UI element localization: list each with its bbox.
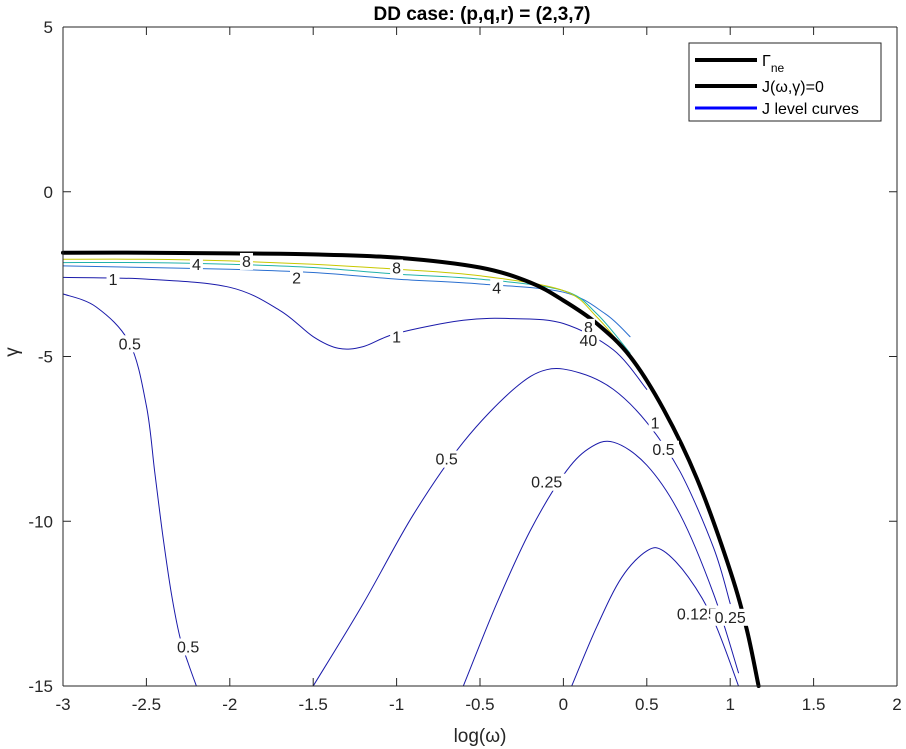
x-tick-label: -1 [389,695,404,714]
contour-label-bg [239,252,253,270]
legend-label-level-curves: J level curves [762,101,859,118]
contour-label-text: 40 [580,333,598,350]
contour-label-text: 0.5 [652,442,674,459]
contour-label-16: 0.25 [710,608,751,627]
contour-label-bg [526,473,567,491]
contour-label-bg [710,608,751,626]
axes-background [63,27,897,686]
legend-label-j-zero: J(ω,γ)=0 [762,79,824,96]
x-tick-label: -2 [222,695,237,714]
contour-label-13: 0.25 [526,473,567,492]
series-line-5 [62,258,631,357]
contour-label-text: 0.5 [177,639,199,656]
contour-label-9: 40 [577,332,600,350]
contour-label-14: 0.125 [672,605,722,624]
contour-label-text: 2 [292,270,301,287]
contour-label-12: 0.5 [647,440,679,459]
x-tick-label: -0.5 [465,695,494,714]
contour-label-text: 4 [492,280,501,297]
contour-label-text: 1 [109,272,118,289]
contour-label-8: 8 [581,318,595,337]
contour-label-bg [172,638,204,656]
contour-label-text: 0.5 [119,336,141,353]
contour-label-5: 4 [490,279,504,297]
y-ticks: 5 0 -5 -10 -15 [28,18,897,696]
y-tick-label: -10 [28,512,53,531]
x-ticks: -3 -2.5 -2 -1.5 -1 -0.5 0 0.5 1 1.5 2 [55,27,902,714]
x-tick-label: -1.5 [299,695,328,714]
contour-label-text: 4 [192,257,201,274]
contour-label-3: 2 [290,269,304,287]
contour-label-bg [390,328,404,346]
contour-label-6: 0.5 [114,335,146,353]
contour-label-bg [390,259,404,277]
contour-label-bg [490,279,504,297]
contour-label-bg [114,335,146,353]
series-line-2 [62,276,648,390]
contour-label-bg [581,318,595,336]
y-tick-label: 0 [44,183,53,202]
contour-label-bg [290,269,304,287]
contour-label-bg [672,605,722,623]
contour-label-text: 0.125 [677,607,717,624]
contour-label-4: 8 [390,259,404,278]
contour-label-1: 8 [239,252,253,271]
x-tick-label: 0 [559,695,568,714]
contour-label-text: 1 [651,415,660,432]
contour-label-text: 1 [392,330,401,347]
contour-label-7: 1 [390,328,404,347]
series-line-6 [312,368,731,687]
legend-label-gamma-ne-main: Γ [762,53,771,70]
contour-label-text: 0.25 [715,610,746,627]
contour-label-10: 0.5 [431,450,463,469]
axes-layer: -3 -2.5 -2 -1.5 -1 -0.5 0 0.5 1 1.5 2 5 0 -5 -10 -15 [28,18,901,714]
contour-label-text: 8 [392,261,401,278]
contour-label-bg [577,332,600,350]
x-tick-label: 1 [725,695,734,714]
y-tick-label: 5 [44,18,53,37]
series-line-7 [462,440,739,687]
contour-label-bg [648,414,662,432]
contour-label-text: 8 [242,254,251,271]
y-axis-label: γ [2,347,23,357]
x-tick-label: -3 [55,695,70,714]
x-tick-label: -2.5 [132,695,161,714]
contour-label-2: 1 [106,271,120,289]
contour-label-text: 8 [584,320,593,337]
contour-label-text: 0.25 [531,475,562,492]
contour-label-11: 1 [648,414,662,432]
contour-label-bg [647,440,679,458]
contour-label-15: 0.5 [172,638,204,656]
contour-label-bg [189,256,203,274]
contour-label-bg [106,271,120,289]
chart-title: DD case: (p,q,r) = (2,3,7) [374,4,591,25]
legend: Γne J(ω,γ)=0 J level curves [688,42,882,122]
contour-label-0: 4 [189,256,203,274]
x-axis-label: log(ω) [454,726,507,747]
x-tick-label: 0.5 [635,695,659,714]
series-line-4 [62,261,631,354]
legend-label-gamma-ne: Γne [762,53,784,75]
contour-label-bg [431,450,463,468]
series-layer [61,250,761,688]
y-tick-label: -15 [28,677,53,696]
series-line-3 [62,265,631,338]
x-tick-label: 2 [892,695,901,714]
contour-label-text: 0.5 [436,452,458,469]
x-tick-label: 1.5 [802,695,826,714]
series-line-0 [61,250,761,688]
legend-label-gamma-ne-sub: ne [771,61,785,75]
y-tick-label: -5 [38,348,53,367]
